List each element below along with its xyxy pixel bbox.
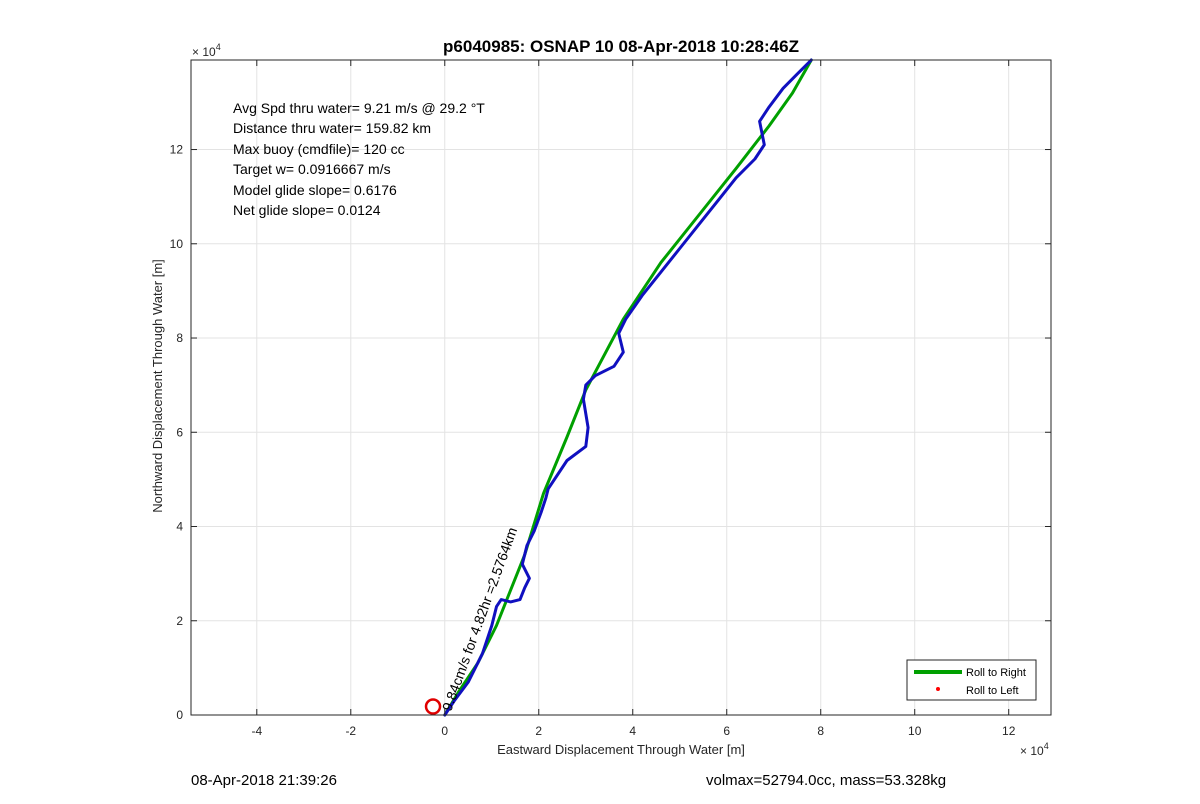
ticks: -4 -2 0 2 4 6 8 10 12 0 2 4 6 8 10 12 — [170, 60, 1051, 738]
annotation-net-glide-slope: Net glide slope= 0.0124 — [233, 202, 381, 218]
start-marker — [424, 698, 442, 715]
y-tick-label: 4 — [176, 520, 183, 534]
series-line-roll-to-right — [443, 58, 813, 717]
plot-frame — [190, 59, 1052, 716]
x-tick-label: 4 — [629, 724, 636, 738]
y-tick-label: 12 — [170, 143, 184, 157]
annotation-target-w: Target w= 0.0916667 m/s — [233, 161, 391, 177]
track-label: 9.84cm/s for 4.82hr =2.5764km — [439, 525, 520, 713]
x-tick-label: 10 — [908, 724, 922, 738]
legend-label-roll-to-left: Roll to Left — [966, 685, 1019, 697]
y-exponent-power: 4 — [216, 42, 221, 52]
x-exponent-base: × 10 — [1020, 744, 1044, 758]
chart-title: p6040985: OSNAP 10 08-Apr-2018 10:28:46Z — [443, 37, 799, 56]
annotation-max-buoy: Max buoy (cmdfile)= 120 cc — [233, 141, 405, 157]
x-tick-label: -2 — [345, 724, 356, 738]
y-exponent: × 104 — [192, 42, 221, 59]
x-tick-label: 8 — [817, 724, 824, 738]
x-axis-label: Eastward Displacement Through Water [m] — [497, 742, 745, 757]
y-tick-label: 8 — [176, 331, 183, 345]
y-exponent-base: × 10 — [192, 45, 216, 59]
annotation-block: Avg Spd thru water= 9.21 m/s @ 29.2 °T D… — [233, 100, 485, 218]
legend-box — [906, 659, 1037, 701]
grid-lines — [191, 60, 1051, 716]
y-tick-label: 0 — [176, 708, 183, 722]
x-tick-label: 0 — [441, 724, 448, 738]
legend-label-roll-to-right: Roll to Right — [966, 667, 1026, 679]
x-tick-label: 12 — [1002, 724, 1016, 738]
annotation-distance: Distance thru water= 159.82 km — [233, 120, 431, 136]
series-line-track — [443, 58, 813, 717]
x-tick-label: 6 — [723, 724, 730, 738]
y-tick-label: 6 — [176, 425, 183, 439]
x-tick-label: -4 — [251, 724, 262, 738]
x-exponent-power: 4 — [1044, 741, 1049, 751]
y-axis-label: Northward Displacement Through Water [m] — [150, 259, 165, 513]
legend: Roll to Right Roll to Left — [906, 659, 1037, 701]
footer-volmax-mass: volmax=52794.0cc, mass=53.328kg — [706, 772, 947, 789]
annotation-model-glide-slope: Model glide slope= 0.6176 — [233, 182, 397, 198]
x-exponent: × 104 — [1020, 741, 1049, 758]
y-tick-label: 10 — [170, 237, 184, 251]
footer-timestamp: 08-Apr-2018 21:39:26 — [191, 772, 337, 789]
annotation-avg-speed: Avg Spd thru water= 9.21 m/s @ 29.2 °T — [233, 100, 485, 116]
x-tick-label: 2 — [535, 724, 542, 738]
legend-marker-roll-to-left — [936, 687, 940, 691]
y-tick-label: 2 — [176, 614, 183, 628]
series-layer — [424, 58, 813, 717]
